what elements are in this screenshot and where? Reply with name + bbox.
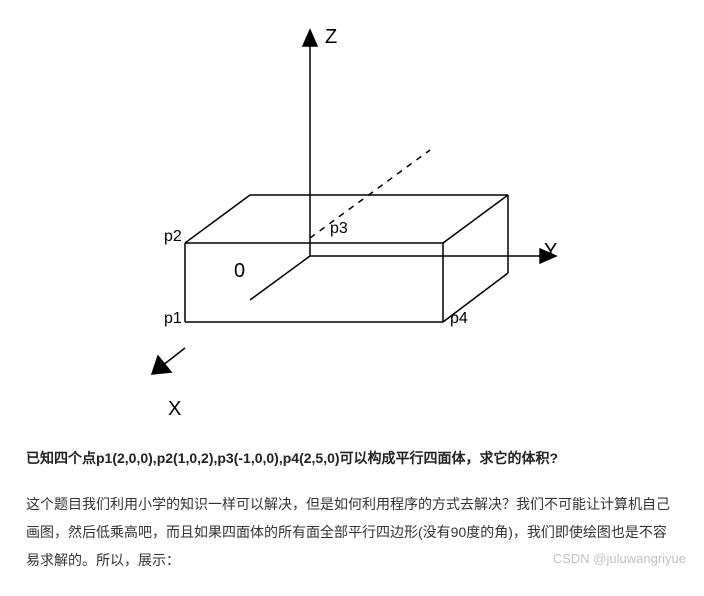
point-label-p2: p2 (164, 228, 182, 246)
z-axis-arrow (303, 30, 317, 46)
x-axis-arrow (152, 356, 171, 374)
origin-label: 0 (234, 260, 245, 283)
box-edge (443, 195, 508, 243)
y-axis-label: Y (544, 240, 557, 263)
z-axis-label: Z (325, 26, 337, 49)
point-label-p1: p1 (164, 310, 182, 328)
diagram-svg (0, 0, 704, 435)
watermark: CSDN @juluwangriyue (553, 551, 686, 566)
question-text: 已知四个点p1(2,0,0),p2(1,0,2),p3(-1,0,0),p4(2… (26, 445, 678, 472)
dashed-inner-line (310, 150, 430, 238)
point-label-p3: p3 (330, 220, 348, 238)
x-axis-line-upper (250, 256, 310, 300)
point-label-p4: p4 (450, 310, 468, 328)
diagram-3d-box: Z Y X 0 p1 p2 p3 p4 (0, 0, 704, 435)
x-axis-label: X (168, 398, 181, 421)
box-edge (185, 195, 250, 243)
